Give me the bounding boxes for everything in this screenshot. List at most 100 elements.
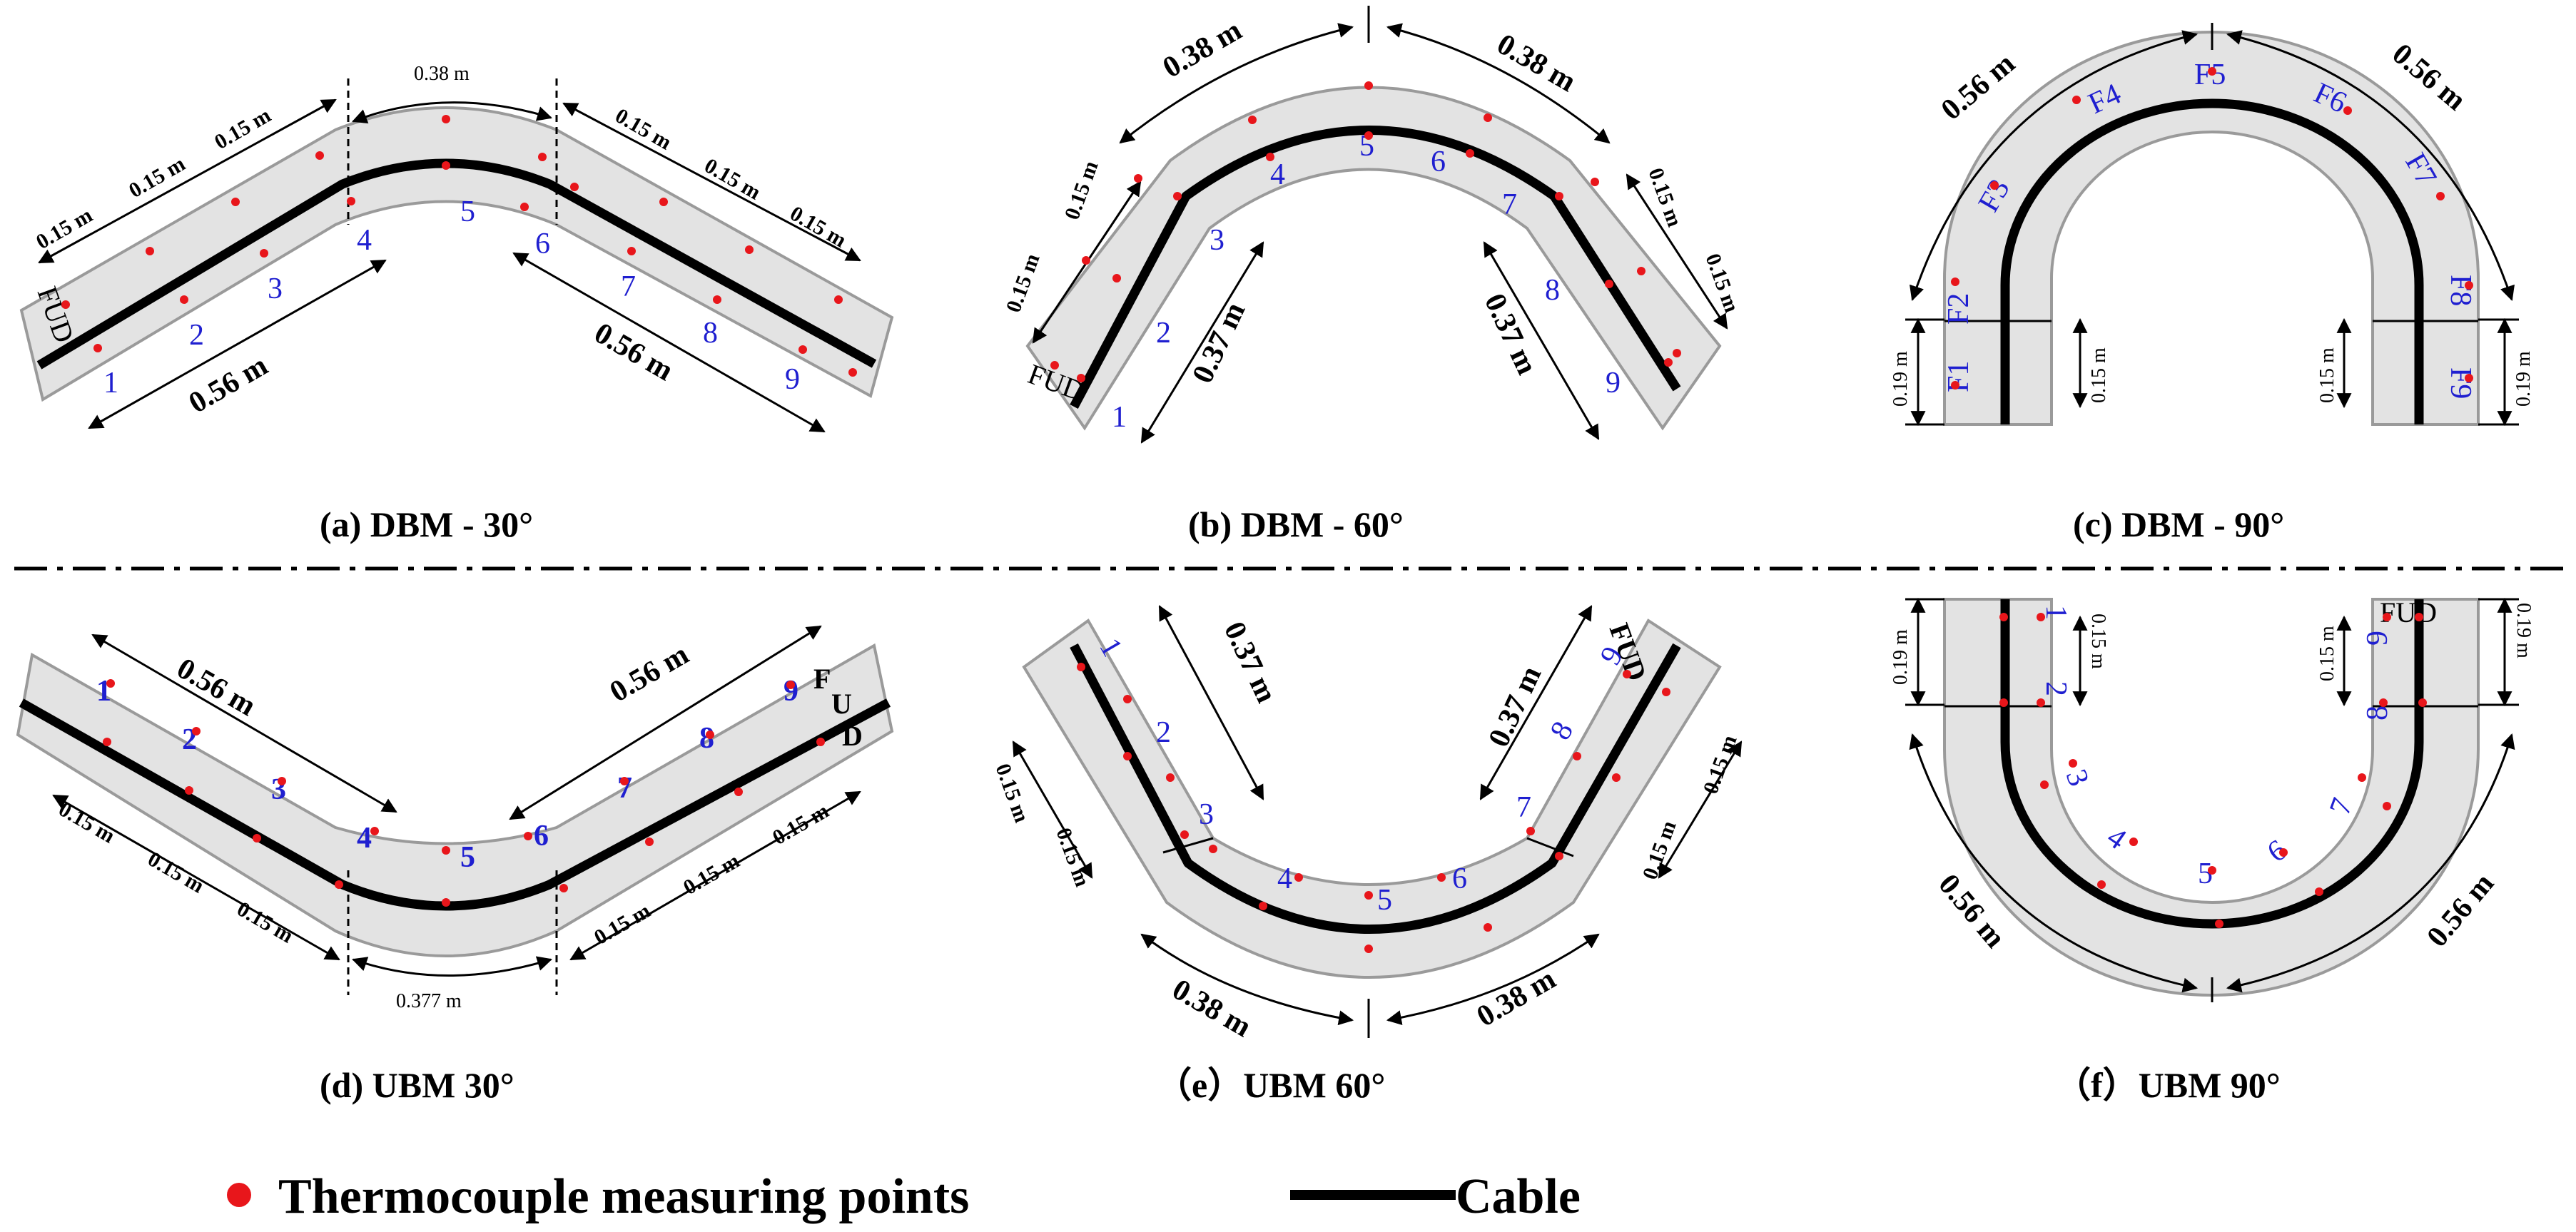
caption-f: （f）UBM 90° bbox=[2055, 1065, 2281, 1105]
svg-text:8: 8 bbox=[1544, 716, 1580, 745]
cable-c bbox=[2000, 98, 2424, 424]
svg-text:7: 7 bbox=[617, 772, 632, 805]
dim-d-tl: 0.56 m bbox=[171, 652, 261, 723]
dim-b-arc-l: 0.38 m bbox=[1157, 14, 1247, 84]
svg-text:4: 4 bbox=[357, 224, 372, 257]
dim-d-l2: 0.15 m bbox=[144, 847, 208, 897]
svg-text:7: 7 bbox=[2323, 794, 2359, 819]
fud-d-u: U bbox=[831, 688, 852, 720]
panel-b-dbm-60: 0.38 m 0.38 m 0.15 m 0.15 m 0.15 m 0.15 … bbox=[1002, 6, 1744, 444]
panel-a-dbm-30: 0.38 m 0.15 m 0.15 m 0.15 m 0.15 m 0.15 … bbox=[19, 63, 894, 433]
svg-text:7: 7 bbox=[1516, 791, 1531, 824]
dim-b-arc-r: 0.38 m bbox=[1491, 28, 1581, 98]
svg-text:4: 4 bbox=[2101, 821, 2132, 857]
svg-text:6: 6 bbox=[534, 820, 549, 852]
caption-c: (c) DBM - 90° bbox=[2073, 504, 2284, 544]
caption-b: (b) DBM - 60° bbox=[1188, 504, 1404, 544]
seg-line-el bbox=[1162, 837, 1214, 854]
dim-lines-a bbox=[38, 78, 861, 433]
dim-d-arc: 0.377 m bbox=[396, 990, 462, 1012]
svg-text:5: 5 bbox=[2198, 857, 2213, 890]
svg-text:1: 1 bbox=[1112, 401, 1127, 434]
dim-f-l2: 0.15 m bbox=[2087, 614, 2109, 669]
fud-d-f: F bbox=[813, 663, 831, 695]
svg-text:7: 7 bbox=[621, 270, 636, 303]
caption-a: (a) DBM - 30° bbox=[320, 504, 533, 544]
legend-cable-label: Cable bbox=[1456, 1169, 1581, 1224]
dim-e-arc-l: 0.38 m bbox=[1167, 973, 1257, 1044]
dim-c-l2: 0.15 m bbox=[2088, 347, 2110, 403]
svg-text:9: 9 bbox=[2361, 631, 2394, 646]
dim-d-r3: 0.15 m bbox=[769, 799, 833, 850]
legend-point-marker bbox=[227, 1183, 251, 1207]
fud-d-d: D bbox=[842, 720, 863, 752]
pos-labels-a: 1 2 3 4 5 6 7 8 9 bbox=[103, 195, 800, 399]
dim-f-l1: 0.19 m bbox=[1890, 629, 1912, 685]
svg-text:F8: F8 bbox=[2444, 275, 2477, 306]
dim-e-r2: 0.15 m bbox=[1699, 732, 1742, 797]
dim-e-tl: 0.37 m bbox=[1217, 617, 1283, 708]
legend: Thermocouple measuring points Cable bbox=[227, 1169, 1581, 1224]
dim-d-r2: 0.15 m bbox=[679, 849, 744, 900]
svg-text:2: 2 bbox=[189, 319, 204, 352]
tray-e bbox=[1022, 618, 1722, 979]
svg-text:9: 9 bbox=[1606, 367, 1621, 399]
dim-b-r1: 0.15 m bbox=[1643, 165, 1686, 230]
svg-text:2: 2 bbox=[1156, 716, 1171, 749]
dim-c-r2: 0.19 m bbox=[2512, 351, 2535, 407]
svg-text:4: 4 bbox=[1277, 862, 1292, 895]
dim-lines-b bbox=[1032, 23, 1728, 444]
dim-b-bl: 0.37 m bbox=[1186, 297, 1252, 388]
dim-d-l1: 0.15 m bbox=[55, 797, 119, 847]
svg-text:8: 8 bbox=[699, 722, 714, 755]
dim-c-r1: 0.15 m bbox=[2316, 347, 2338, 403]
svg-text:6: 6 bbox=[535, 228, 550, 260]
svg-text:9: 9 bbox=[784, 675, 798, 708]
dim-a-arc: 0.38 m bbox=[414, 63, 470, 85]
dim-b-l2: 0.15 m bbox=[1060, 158, 1103, 223]
svg-text:1: 1 bbox=[2039, 605, 2072, 620]
svg-text:4: 4 bbox=[1270, 158, 1285, 191]
dim-a-r2: 0.15 m bbox=[701, 153, 765, 204]
points-a bbox=[61, 115, 857, 377]
svg-text:8: 8 bbox=[703, 317, 718, 350]
svg-text:7: 7 bbox=[1502, 188, 1517, 221]
panel-e-ubm-60: 0.38 m 0.38 m 0.37 m 0.37 m 0.15 m 0.15 … bbox=[990, 605, 1743, 1044]
dim-e-arc-r: 0.38 m bbox=[1471, 962, 1561, 1033]
dim-a-l3: 0.15 m bbox=[211, 103, 275, 154]
panel-c-dbm-90: 0.56 m 0.56 m 0.19 m 0.15 m 0.15 m 0.19 … bbox=[1890, 23, 2535, 427]
caption-e: （e）UBM 60° bbox=[1156, 1065, 1385, 1105]
dim-e-tr: 0.37 m bbox=[1482, 661, 1548, 752]
legend-points-label: Thermocouple measuring points bbox=[278, 1169, 969, 1224]
svg-text:8: 8 bbox=[2361, 706, 2394, 721]
points-d bbox=[103, 679, 825, 907]
fud-f: FUD bbox=[2380, 596, 2437, 628]
points-f bbox=[1999, 613, 2427, 928]
dim-a-r1: 0.15 m bbox=[612, 103, 676, 154]
svg-text:6: 6 bbox=[1431, 146, 1446, 178]
dim-d-l3: 0.15 m bbox=[233, 897, 298, 947]
dim-lines-f bbox=[1905, 597, 2519, 993]
svg-text:5: 5 bbox=[1377, 884, 1392, 917]
dim-a-br: 0.56 m bbox=[589, 317, 679, 387]
dim-f-r2: 0.19 m bbox=[2512, 603, 2535, 658]
panel-f-ubm-90: 0.56 m 0.56 m 0.19 m 0.15 m 0.15 m 0.19 … bbox=[1890, 596, 2535, 1002]
svg-text:2: 2 bbox=[1156, 317, 1171, 350]
dim-b-l1: 0.15 m bbox=[1002, 250, 1045, 315]
dim-c-l1: 0.19 m bbox=[1890, 351, 1912, 407]
dim-lines-d bbox=[52, 625, 861, 995]
svg-text:3: 3 bbox=[2059, 765, 2095, 790]
dim-a-l1: 0.15 m bbox=[32, 203, 96, 254]
svg-text:6: 6 bbox=[1452, 862, 1467, 895]
dim-lines-e bbox=[1012, 605, 1743, 1026]
svg-text:5: 5 bbox=[460, 195, 475, 228]
svg-text:6: 6 bbox=[2261, 833, 2293, 869]
caption-d: (d) UBM 30° bbox=[320, 1065, 514, 1105]
dim-a-r3: 0.15 m bbox=[786, 201, 851, 252]
dim-b-br: 0.37 m bbox=[1478, 289, 1543, 380]
dim-e-l2: 0.15 m bbox=[1051, 825, 1094, 890]
svg-text:3: 3 bbox=[1210, 224, 1224, 257]
pos-labels-b: 1 2 3 4 5 6 7 8 9 bbox=[1112, 130, 1621, 434]
dim-c-arc-l: 0.56 m bbox=[1935, 47, 2022, 127]
